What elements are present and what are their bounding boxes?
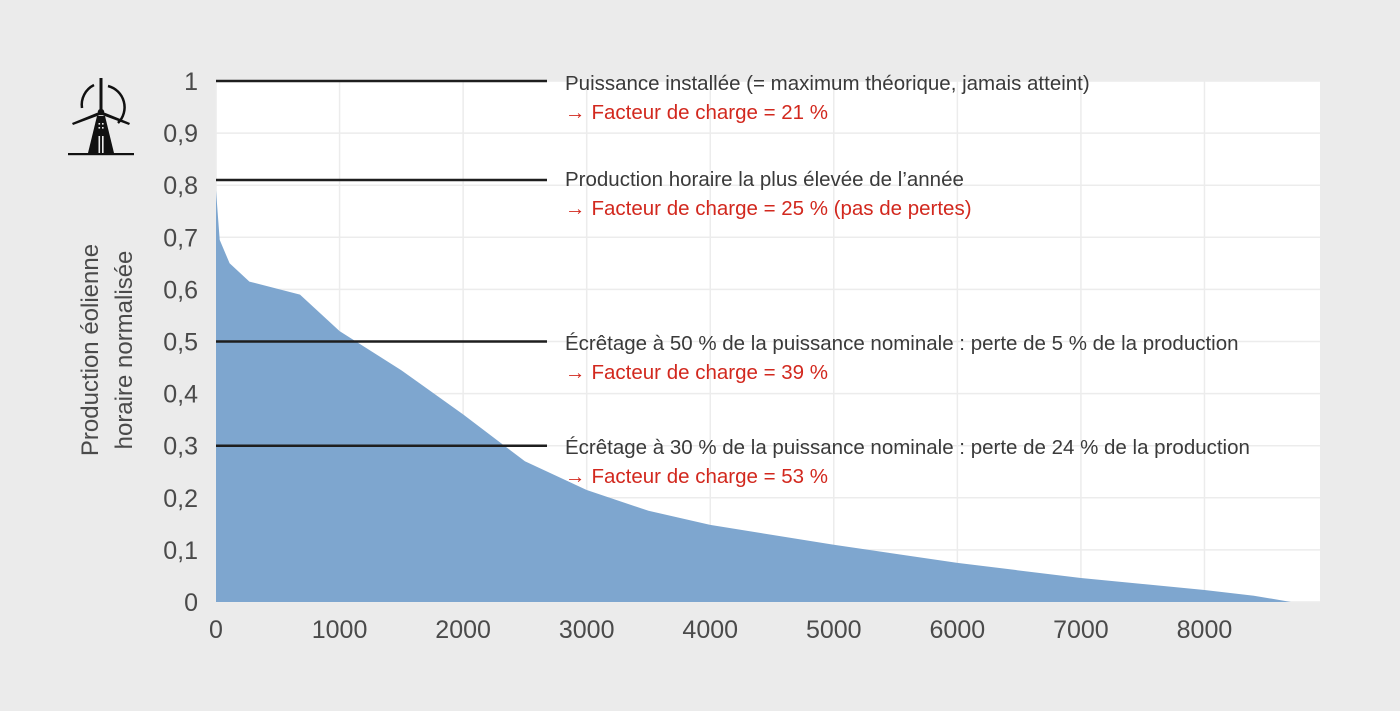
wind-turbine-icon (68, 78, 134, 156)
annotation-main: Écrêtage à 30 % de la puissance nominale… (565, 436, 1250, 459)
x-axis-ticks: 0 1000 2000 3000 4000 5000 6000 7000 8000 (209, 616, 1232, 644)
annotation-result: → Facteur de charge = 53 % (565, 465, 828, 488)
annotation-result: → Facteur de charge = 39 % (565, 361, 828, 384)
y-tick-label: 0,8 (163, 172, 198, 200)
annotation-clipping-30: Écrêtage à 30 % de la puissance nominale… (565, 433, 1250, 491)
y-tick-label: 0,5 (163, 329, 198, 357)
x-tick-label: 2000 (435, 616, 491, 644)
y-tick-label: 0,9 (163, 120, 198, 148)
annotation-clipping-50: Écrêtage à 50 % de la puissance nominale… (565, 329, 1239, 387)
production-area (216, 190, 1291, 602)
x-tick-label: 1000 (312, 616, 368, 644)
x-tick-label: 5000 (806, 616, 862, 644)
annotation-result: → Facteur de charge = 21 % (565, 101, 828, 124)
y-axis-label: Production éolienne (77, 244, 104, 456)
y-tick-label: 0,6 (163, 276, 198, 304)
annotation-installed-power: Puissance installée (= maximum théorique… (565, 69, 1090, 127)
annotation-peak-production: Production horaire la plus élevée de l’a… (565, 165, 972, 223)
x-tick-label: 7000 (1053, 616, 1109, 644)
arrow-right-icon: → (565, 101, 586, 124)
y-axis-ticks: 0 0,1 0,2 0,3 0,4 0,5 0,6 0,7 0,8 0,9 1 (163, 68, 198, 617)
annotation-main: Puissance installée (= maximum théorique… (565, 72, 1090, 95)
annotation-result: → Facteur de charge = 25 % (pas de pertes… (565, 197, 972, 220)
y-tick-label: 0,7 (163, 224, 198, 252)
x-tick-label: 6000 (930, 616, 986, 644)
y-tick-label: 0 (184, 589, 198, 617)
x-tick-label: 3000 (559, 616, 615, 644)
arrow-right-icon: → (565, 361, 586, 384)
x-tick-label: 0 (209, 616, 223, 644)
annotation-main: Écrêtage à 50 % de la puissance nominale… (565, 332, 1239, 355)
y-tick-label: 0,3 (163, 433, 198, 461)
y-tick-label: 1 (184, 68, 198, 96)
x-tick-label: 8000 (1177, 616, 1233, 644)
y-tick-label: 0,2 (163, 485, 198, 513)
x-tick-label: 4000 (682, 616, 738, 644)
annotation-main: Production horaire la plus élevée de l’a… (565, 168, 964, 191)
y-tick-label: 0,1 (163, 537, 198, 565)
y-axis-label-line2: horaire normalisée (111, 251, 138, 450)
arrow-right-icon: → (565, 197, 586, 220)
reference-lines (216, 79, 547, 447)
y-tick-label: 0,4 (163, 381, 198, 409)
arrow-right-icon: → (565, 465, 586, 488)
